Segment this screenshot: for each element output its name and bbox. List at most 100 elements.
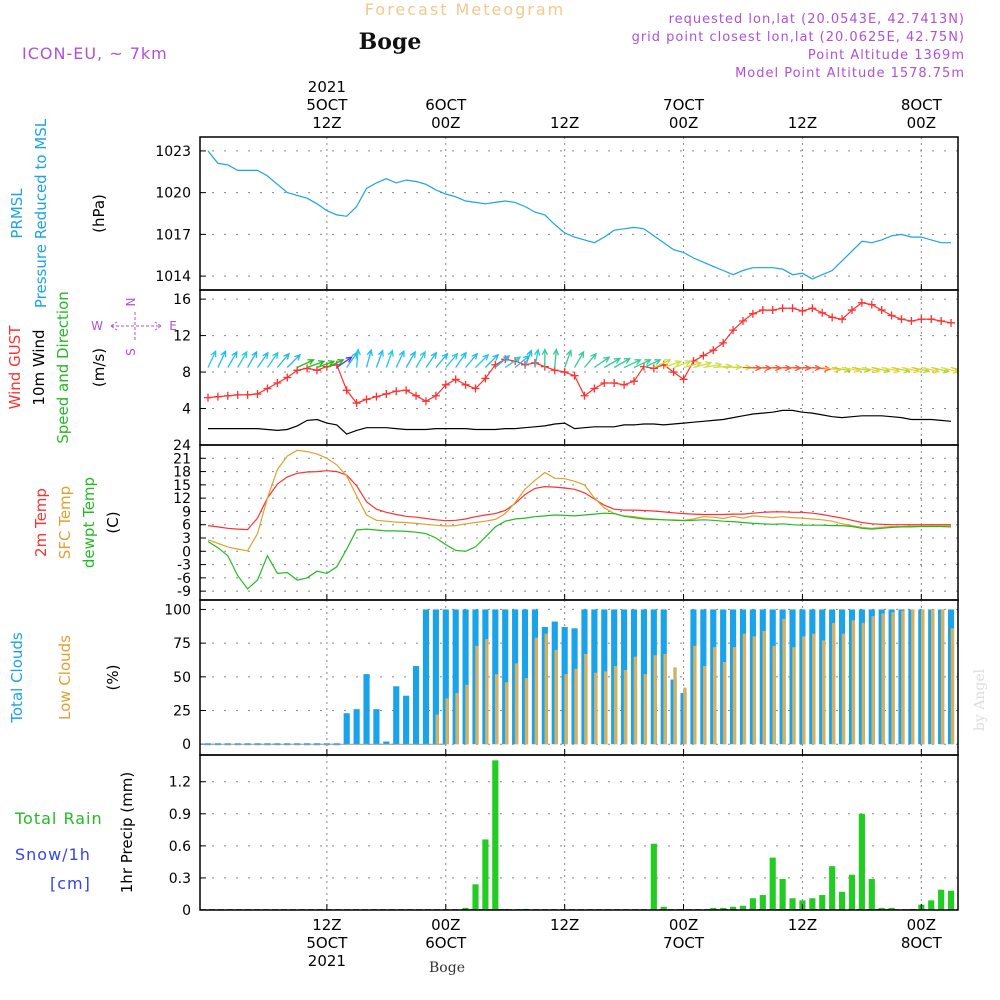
- gust-marker: [600, 379, 609, 387]
- wind-arrow: [524, 349, 533, 368]
- gust-marker: [719, 338, 728, 347]
- wind-arrow-shaft: [861, 366, 880, 372]
- wind-arrow-head: [317, 360, 326, 367]
- wind-arrow: [276, 352, 290, 368]
- gust-marker: [233, 390, 242, 399]
- low-cloud-bar: [802, 636, 806, 745]
- y-tick-label: 9: [182, 504, 191, 520]
- low-cloud-bar: [911, 609, 915, 745]
- low-cloud-bar: [653, 655, 657, 745]
- series-line: [208, 409, 952, 435]
- wind-arrow-shaft: [355, 349, 359, 368]
- wind-arrow: [683, 361, 703, 369]
- point-altitude: Point Altitude 1369m: [808, 48, 965, 63]
- precip-bar: [759, 895, 766, 910]
- bottom-axis-hour: 00Z: [431, 916, 460, 934]
- y-tick-label: -6: [177, 571, 191, 587]
- wind-arrow: [574, 350, 585, 368]
- series-line: [207, 512, 952, 590]
- wind-arrow-shaft: [950, 366, 958, 371]
- wind-arrow: [306, 360, 326, 369]
- gust-marker: [738, 317, 747, 325]
- y-tick-label: 12: [173, 329, 191, 345]
- low-cloud-bar: [881, 613, 885, 745]
- wind-arrow-head: [684, 360, 692, 367]
- precip-bar: [947, 890, 955, 910]
- low-cloud-bar: [663, 653, 667, 745]
- top-axis-year: 2021: [308, 78, 346, 96]
- precip-bar: [809, 898, 816, 910]
- wind-arrow-head: [327, 360, 336, 367]
- gust-marker: [917, 315, 926, 324]
- wind-arrow-head: [231, 350, 238, 358]
- series-line: [207, 449, 951, 552]
- gust-marker: [590, 384, 599, 393]
- gust-marker: [451, 375, 460, 384]
- precip-bar: [749, 898, 756, 910]
- wind-arrow-head: [623, 357, 632, 364]
- wind-arrow-shaft: [643, 359, 661, 369]
- low-cloud-bar: [821, 640, 826, 745]
- wind-arrow: [693, 361, 713, 369]
- wind-arrow-head: [307, 359, 315, 365]
- y-tick-label: 4: [182, 402, 191, 418]
- chart-title: Forecast Meteogram: [365, 0, 565, 19]
- bottom-axis-date: 8OCT: [901, 934, 943, 952]
- wind-arrow-head: [220, 349, 227, 358]
- plot-area-temperature: [207, 449, 952, 590]
- precip-bar: [868, 879, 875, 910]
- y-tick-label: 1017: [155, 227, 191, 243]
- gust-marker: [213, 392, 222, 401]
- precip-bar: [858, 813, 865, 910]
- wind-arrow: [375, 349, 384, 368]
- precip-bar: [650, 843, 657, 910]
- wind-arrow-shaft: [465, 353, 478, 368]
- top-axis-date: 7OCT: [663, 96, 705, 114]
- wind-arrow: [653, 359, 672, 369]
- gust-marker: [362, 395, 371, 404]
- y-tick-label: -9: [177, 584, 191, 600]
- low-cloud-bar: [921, 609, 925, 745]
- wind-arrow: [286, 353, 302, 368]
- panel-wind: 4 8 12 16 Wind GUST 10m Wind Speed and Directi…: [6, 289, 959, 446]
- low-cloud-bar: [673, 667, 677, 745]
- top-axis-date: 6OCT: [425, 96, 467, 114]
- wind-arrow-head: [283, 352, 290, 360]
- gust-marker: [937, 317, 946, 325]
- gust-marker: [402, 386, 411, 395]
- wind-arrow-shaft: [524, 350, 532, 368]
- low-cloud-bar: [544, 633, 548, 745]
- wind-arrow: [633, 359, 652, 369]
- wind-arrow-shaft: [405, 351, 416, 368]
- wind-arrow-shaft: [296, 359, 314, 369]
- total-cloud-bar: [363, 674, 370, 745]
- total-cloud-bar: [383, 741, 390, 745]
- wind-arrow: [643, 359, 662, 369]
- wind-arrow-head: [354, 348, 361, 356]
- gust-marker: [818, 308, 827, 317]
- wind-arrow: [541, 348, 549, 368]
- gust-marker: [709, 346, 718, 355]
- gust-marker: [550, 366, 559, 375]
- gust-marker: [481, 374, 490, 383]
- wind-arrow-shaft: [713, 365, 732, 369]
- wind-arrow-head: [492, 353, 500, 361]
- wind-arrow-head: [578, 350, 585, 358]
- wind-arrow-shaft: [911, 366, 930, 372]
- gust-marker: [887, 311, 896, 320]
- low-cloud-bar: [584, 653, 588, 745]
- total-cloud-bar: [412, 666, 420, 745]
- wind-arrow-shaft: [940, 366, 958, 373]
- plot-area-wind: [204, 298, 958, 435]
- y-tick-label: 16: [173, 292, 191, 308]
- low-cloud-bar: [683, 687, 687, 745]
- precip-bar: [928, 900, 935, 910]
- low-cloud-bar: [465, 684, 469, 745]
- gust-marker: [649, 364, 658, 373]
- low-cloud-bar: [485, 639, 489, 745]
- wind-arrow-head: [541, 348, 549, 356]
- gust-marker: [570, 371, 579, 380]
- y-tick-label: 6: [182, 518, 191, 534]
- wind-arrow: [663, 360, 683, 369]
